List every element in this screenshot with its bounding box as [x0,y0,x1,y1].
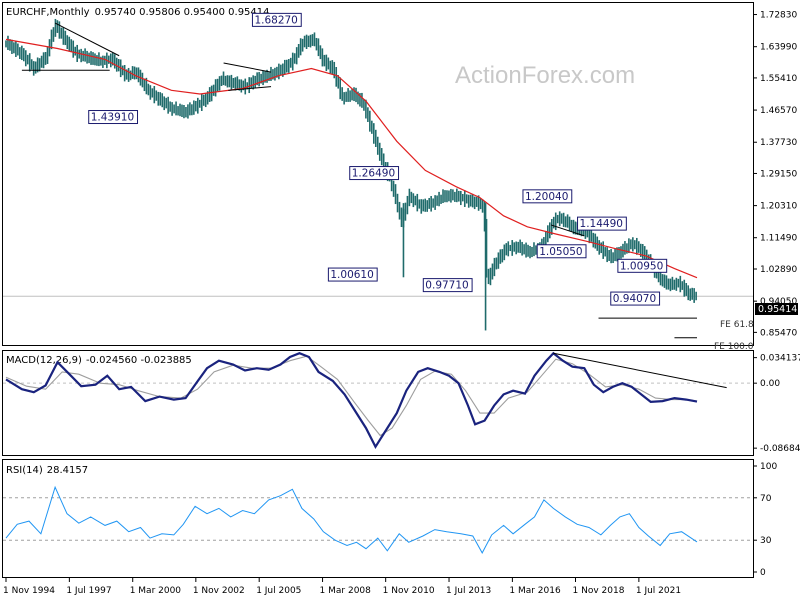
rsi-label: RSI(14) [6,465,43,476]
price-y-tick-label: 1.72830 [760,11,797,21]
price-annotation-1-43910-box [88,110,139,125]
price-y-tick-label: 1.63990 [760,43,797,53]
x-tick-label: 1 Nov 1994 [3,586,55,596]
price-annotation-1-43910: 1.43910 [91,112,134,124]
price-annotation-1-68270-box [251,12,302,27]
x-tick-label: 1 Nov 2018 [573,586,625,596]
macd-signal-line [5,355,698,437]
price-annotation-1-00610-box [327,267,378,282]
macd-values: -0.024560 -0.023885 [86,355,192,366]
price-y-tick-label: 1.55410 [760,74,797,84]
rsi-line [5,485,698,554]
x-tick-label: 1 Jul 2021 [636,586,681,596]
price-ohlc: 0.95740 0.95806 0.95400 0.95414 [95,7,270,18]
price-y-tick-label: 1.20310 [760,202,797,212]
fe-100-label: FE 100.0 [714,342,754,352]
price-y-tick-label: 1.46570 [760,106,797,116]
price-annotation-0-94070-box [610,291,661,306]
macd-y-tick-label: -0.086849 [760,444,800,454]
price-title: EURCHF,Monthly 0.95740 0.95806 0.95400 0.… [6,7,270,18]
price-annotation-1-00610: 1.00610 [330,269,373,281]
rsi-y-tick-label: 0 [760,568,766,578]
axes: 1.72830 1.63990 1.55410 1.46570 1.37730 1.291… [3,11,800,596]
price-y-tick-label: 0.94050 [760,297,797,307]
price-y-tick-label: 1.02890 [760,265,797,275]
price-annotation-1-00950: 1.00950 [620,260,663,272]
macd-main-line [5,351,698,450]
macd-y-tick-label: 0.034137 [760,354,800,364]
rsi-y-tick-label: 30 [760,536,772,546]
price-annotation-1-14490-box [577,216,627,231]
x-tick-label: 1 Nov 2010 [383,586,435,596]
price-y-tick-label: 1.37730 [760,138,797,148]
price-y-tick-label: 1.29150 [760,169,797,179]
fe-61-8-label: FE 61.8 [720,320,754,330]
rsi-title: RSI(14) 28.4157 [6,465,88,476]
triangle-upper-1996 [54,22,120,57]
rsi-plot [3,485,753,554]
x-tick-label: 1 Mar 2000 [130,586,182,596]
macd-title: MACD(12,26,9) -0.024560 -0.023885 [6,355,192,366]
current-price-tag [755,303,798,315]
price-annotation-0-97710-box [422,278,473,293]
price-annotation-1-20040-box [522,189,573,204]
macd-panel-frame [2,350,754,456]
x-tick-label: 1 Mar 2016 [509,586,561,596]
rsi-panel-frame [2,459,754,578]
rsi-y-tick-label: 70 [760,494,772,504]
price-y-tick-label: 1.11490 [760,234,797,244]
triangle-lower-2004 [228,86,272,91]
price-annotation-1-05050: 1.05050 [539,246,582,258]
macd-div-line-price [550,224,585,237]
macd-y-tick-label: 0.00 [760,379,780,389]
moving-average-line [5,38,698,279]
price-panel-frame [2,2,754,346]
rsi-y-tick-label: 100 [760,462,777,472]
price-plot: 1.68270 1.43910 1.26490 1.00610 0.97710 1.200… [3,12,753,339]
price-symbol: EURCHF,Monthly [6,7,90,18]
x-tick-label: 1 Mar 2008 [320,586,372,596]
price-annotation-1-05050-box [536,244,587,259]
macd-label: MACD(12,26,9) [6,355,82,366]
price-annotation-1-00950-box [617,258,668,273]
x-tick-label: 1 Jul 1997 [66,586,111,596]
x-tick-label: 1 Nov 2002 [193,586,245,596]
macd-plot [3,351,753,450]
rsi-value: 28.4157 [47,465,88,476]
price-annotation-1-14490: 1.14490 [580,218,623,230]
macd-divergence-line [553,352,727,389]
current-price-text: 0.95414 [758,304,797,315]
watermark: ActionForex.com [455,62,635,89]
x-tick-label: 1 Jul 2005 [256,586,301,596]
price-y-tick-label: 0.85470 [760,328,797,338]
x-tick-label: 1 Jul 2013 [446,586,491,596]
triangle-upper-2004 [223,62,272,73]
price-annotation-0-94070: 0.94070 [613,293,656,305]
price-annotation-1-20040: 1.20040 [525,191,568,203]
price-annotation-1-68270: 1.68270 [254,14,297,26]
price-annotation-1-26490-box [349,166,400,181]
price-annotation-0-97710: 0.97710 [425,280,468,292]
price-annotation-1-26490: 1.26490 [352,168,395,180]
